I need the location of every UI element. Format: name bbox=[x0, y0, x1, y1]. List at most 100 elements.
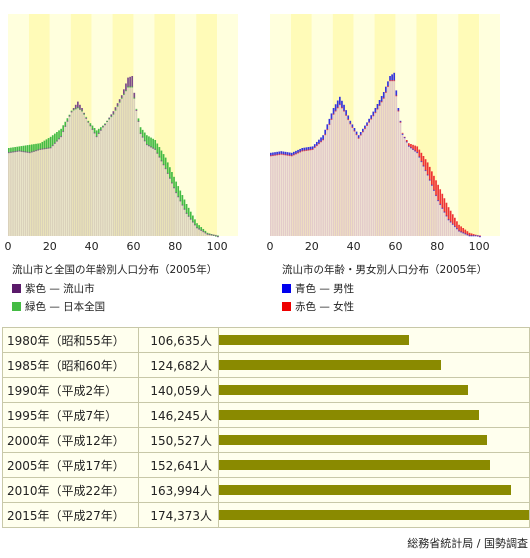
chart1-bar-top bbox=[37, 143, 39, 151]
chart1-bar-mark bbox=[104, 123, 106, 125]
chart1-bar-mark bbox=[81, 110, 83, 112]
chart2-bar bbox=[270, 156, 272, 236]
population-bar-cell bbox=[218, 352, 530, 378]
chart1-bar-top bbox=[18, 146, 21, 152]
chart2-bar bbox=[410, 148, 412, 236]
chart2-bar-top bbox=[374, 108, 377, 113]
population-year-label: 1980年（昭和55年） bbox=[2, 327, 139, 353]
chart2-bar-top bbox=[301, 148, 304, 152]
chart2-bar-top bbox=[318, 139, 320, 144]
chart1-bar-mark bbox=[58, 138, 60, 140]
chart2-band bbox=[458, 14, 480, 236]
chart1-bar-top bbox=[28, 144, 31, 153]
chart1-bar-mark bbox=[171, 182, 173, 184]
chart2-bar-top bbox=[414, 145, 416, 152]
age-distribution-chart-national: 0 20 40 60 80 100 bbox=[0, 0, 250, 252]
chart2-bar bbox=[328, 124, 331, 236]
chart2-bar-top bbox=[428, 166, 431, 181]
chart1-bar-top bbox=[14, 147, 16, 152]
chart1-bar bbox=[74, 109, 77, 236]
chart2-bar-top bbox=[420, 152, 423, 162]
chart2-bar-mark bbox=[454, 225, 456, 228]
chart1-bar-top bbox=[31, 144, 33, 153]
chart2-bar-mark bbox=[389, 80, 391, 82]
chart2-bar-mark bbox=[316, 144, 318, 147]
chart1-bar-mark bbox=[83, 113, 85, 115]
chart1-legend-label-1: 緑色 — 日本全国 bbox=[25, 301, 106, 313]
population-bar bbox=[219, 460, 491, 470]
chart1-bar bbox=[81, 111, 83, 236]
chart2-bar-top bbox=[316, 141, 318, 146]
chart2-bar-mark bbox=[366, 124, 368, 126]
chart2-svg: 0 20 40 60 80 100 bbox=[267, 14, 500, 252]
chart1-title: 流山市と全国の年齢別人口分布（2005年） bbox=[12, 264, 218, 276]
chart2-bar-top bbox=[435, 180, 437, 196]
chart2-bar-mark bbox=[293, 154, 295, 156]
chart2-bar-mark bbox=[336, 107, 339, 109]
population-row: 1990年（平成2年） 140,059人 bbox=[2, 377, 530, 403]
chart1-bar bbox=[77, 108, 79, 236]
chart2-bar-mark bbox=[272, 154, 274, 157]
population-value-label: 150,527人 bbox=[138, 427, 219, 453]
chart1-bar bbox=[204, 233, 207, 236]
chart2-bar-mark bbox=[437, 200, 439, 202]
chart2-bar-top bbox=[458, 224, 460, 232]
chart2-bar-top bbox=[395, 90, 398, 96]
chart1-bar-mark bbox=[54, 142, 56, 144]
chart1-bar-top bbox=[196, 223, 198, 228]
chart2-bar bbox=[322, 140, 324, 236]
chart2-bar bbox=[274, 155, 276, 236]
chart2-bar bbox=[307, 150, 310, 236]
chart1-bar-mark bbox=[77, 107, 79, 109]
chart1-bar bbox=[83, 114, 85, 236]
chart1-bar-top bbox=[175, 181, 177, 193]
chart2-bar-top bbox=[418, 149, 421, 158]
chart2-bar-top bbox=[272, 152, 274, 156]
chart1-band bbox=[196, 14, 218, 236]
population-row: 2010年（平成22年） 163,994人 bbox=[2, 477, 530, 503]
chart1-bar-top bbox=[179, 190, 182, 202]
chart2-bar-top bbox=[332, 108, 335, 115]
chart2-bar bbox=[332, 114, 335, 236]
chart1-bar-top bbox=[33, 144, 35, 152]
chart2-bar bbox=[303, 150, 306, 236]
chart1-bar-top bbox=[181, 195, 184, 206]
chart1-bar-top bbox=[177, 186, 180, 197]
chart2-bar-mark bbox=[410, 147, 412, 149]
chart2-bar-top bbox=[299, 148, 301, 153]
chart2-bar-top bbox=[349, 120, 352, 124]
chart2-bar-top bbox=[305, 147, 308, 151]
chart2-bar-top bbox=[370, 115, 373, 120]
population-bar-cell bbox=[218, 327, 530, 353]
chart1-bar-top bbox=[16, 146, 19, 152]
chart1-bar-top bbox=[139, 127, 142, 134]
chart1-bar-top bbox=[123, 89, 125, 95]
chart2-bar-top bbox=[280, 151, 283, 155]
chart1-bar-mark bbox=[100, 129, 102, 131]
chart2-title: 流山市の年齢・男女別人口分布（2005年） bbox=[282, 264, 488, 276]
chart2-bar-top bbox=[439, 189, 442, 205]
chart2-bar bbox=[290, 156, 293, 236]
chart1-bar-mark bbox=[187, 215, 190, 217]
chart2-bar bbox=[288, 155, 291, 236]
chart2-bar-top bbox=[422, 156, 425, 167]
chart1-bar-mark bbox=[133, 97, 136, 99]
population-year-label: 1990年（平成2年） bbox=[2, 377, 139, 403]
chart1-bar-mark bbox=[28, 152, 31, 154]
chart1-bar bbox=[206, 234, 209, 236]
chart1-bar-mark bbox=[164, 168, 167, 170]
chart2-bar-top bbox=[472, 234, 475, 236]
chart1-bar bbox=[62, 131, 65, 236]
chart2-x-tick-label: 100 bbox=[469, 240, 490, 252]
chart2-bar-mark bbox=[288, 154, 291, 157]
chart1-bar-top bbox=[85, 117, 88, 119]
population-year-label: 1985年（昭和60年） bbox=[2, 352, 139, 378]
chart2-bar-mark bbox=[322, 139, 324, 141]
chart2-bar-mark bbox=[341, 107, 343, 109]
chart2-bar-mark bbox=[470, 235, 473, 237]
chart2-bar-mark bbox=[290, 155, 293, 157]
chart1-bar-top bbox=[47, 138, 50, 149]
chart2-bar-mark bbox=[328, 123, 331, 126]
chart2-bar bbox=[364, 128, 366, 236]
chart1-bar-top bbox=[112, 111, 115, 115]
